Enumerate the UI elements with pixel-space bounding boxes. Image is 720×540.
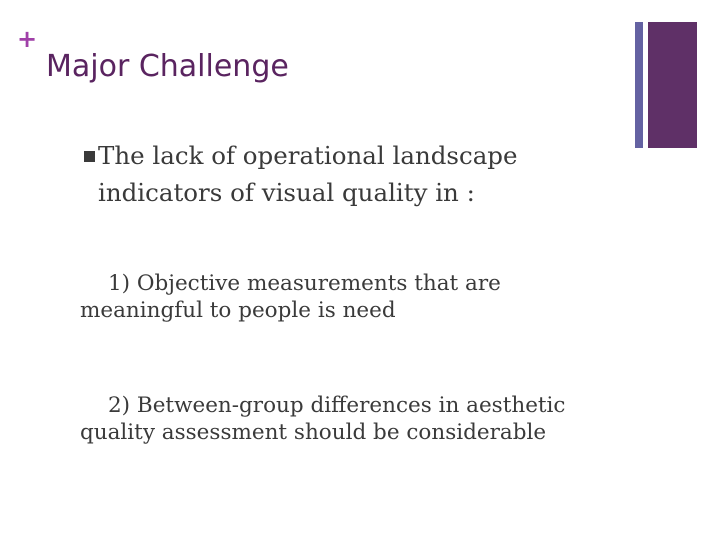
bullet-text-line-1: The lack of operational landscape: [98, 141, 518, 170]
item-1-line-2: meaningful to people is need: [80, 298, 396, 323]
numbered-item-2: 2) Between-group differences in aestheti…: [80, 392, 680, 446]
bullet-line-1: The lack of operational landscape: [84, 137, 624, 174]
square-bullet-icon: [84, 151, 95, 162]
item-2-line-2: quality assessment should be considerabl…: [80, 420, 547, 445]
item-1-line-1: 1) Objective measurements that are: [108, 271, 501, 296]
bullet-point: The lack of operational landscape indica…: [84, 137, 624, 211]
item-2-line-1: 2) Between-group differences in aestheti…: [108, 393, 566, 418]
decorative-bar-thin: [635, 22, 643, 148]
plus-icon: +: [17, 25, 38, 53]
slide-title: Major Challenge: [46, 49, 289, 84]
numbered-item-1: 1) Objective measurements that are meani…: [80, 270, 680, 324]
bullet-text-line-2: indicators of visual quality in :: [98, 178, 475, 207]
decorative-bar-thick: [648, 22, 697, 148]
